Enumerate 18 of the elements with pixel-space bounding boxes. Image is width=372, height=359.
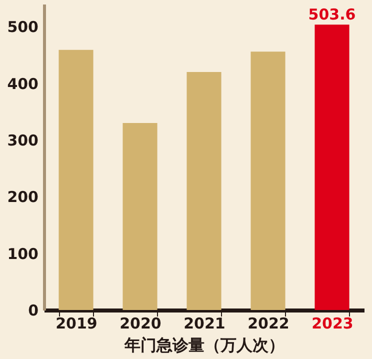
y-tick-label: 0: [28, 302, 38, 320]
x-tick-label: 2021: [184, 314, 226, 332]
bar: [58, 50, 94, 310]
bar: [250, 52, 286, 310]
x-tick-label: 2019: [56, 314, 98, 332]
x-tick-label: 2022: [248, 314, 290, 332]
bar: [122, 123, 158, 310]
y-tick-label: 200: [7, 188, 38, 206]
bar: [314, 24, 350, 310]
data-label: 503.6: [308, 6, 356, 24]
y-tick-label: 500: [7, 18, 38, 36]
bar: [186, 72, 222, 310]
x-tick-label: 2020: [120, 314, 162, 332]
x-tick-label: 2023: [312, 314, 354, 332]
y-tick-label: 400: [7, 74, 38, 93]
y-tick-label: 300: [7, 132, 38, 150]
x-axis-title: 年门急诊量（万人次）: [124, 336, 284, 354]
y-tick-label: 100: [7, 244, 38, 263]
